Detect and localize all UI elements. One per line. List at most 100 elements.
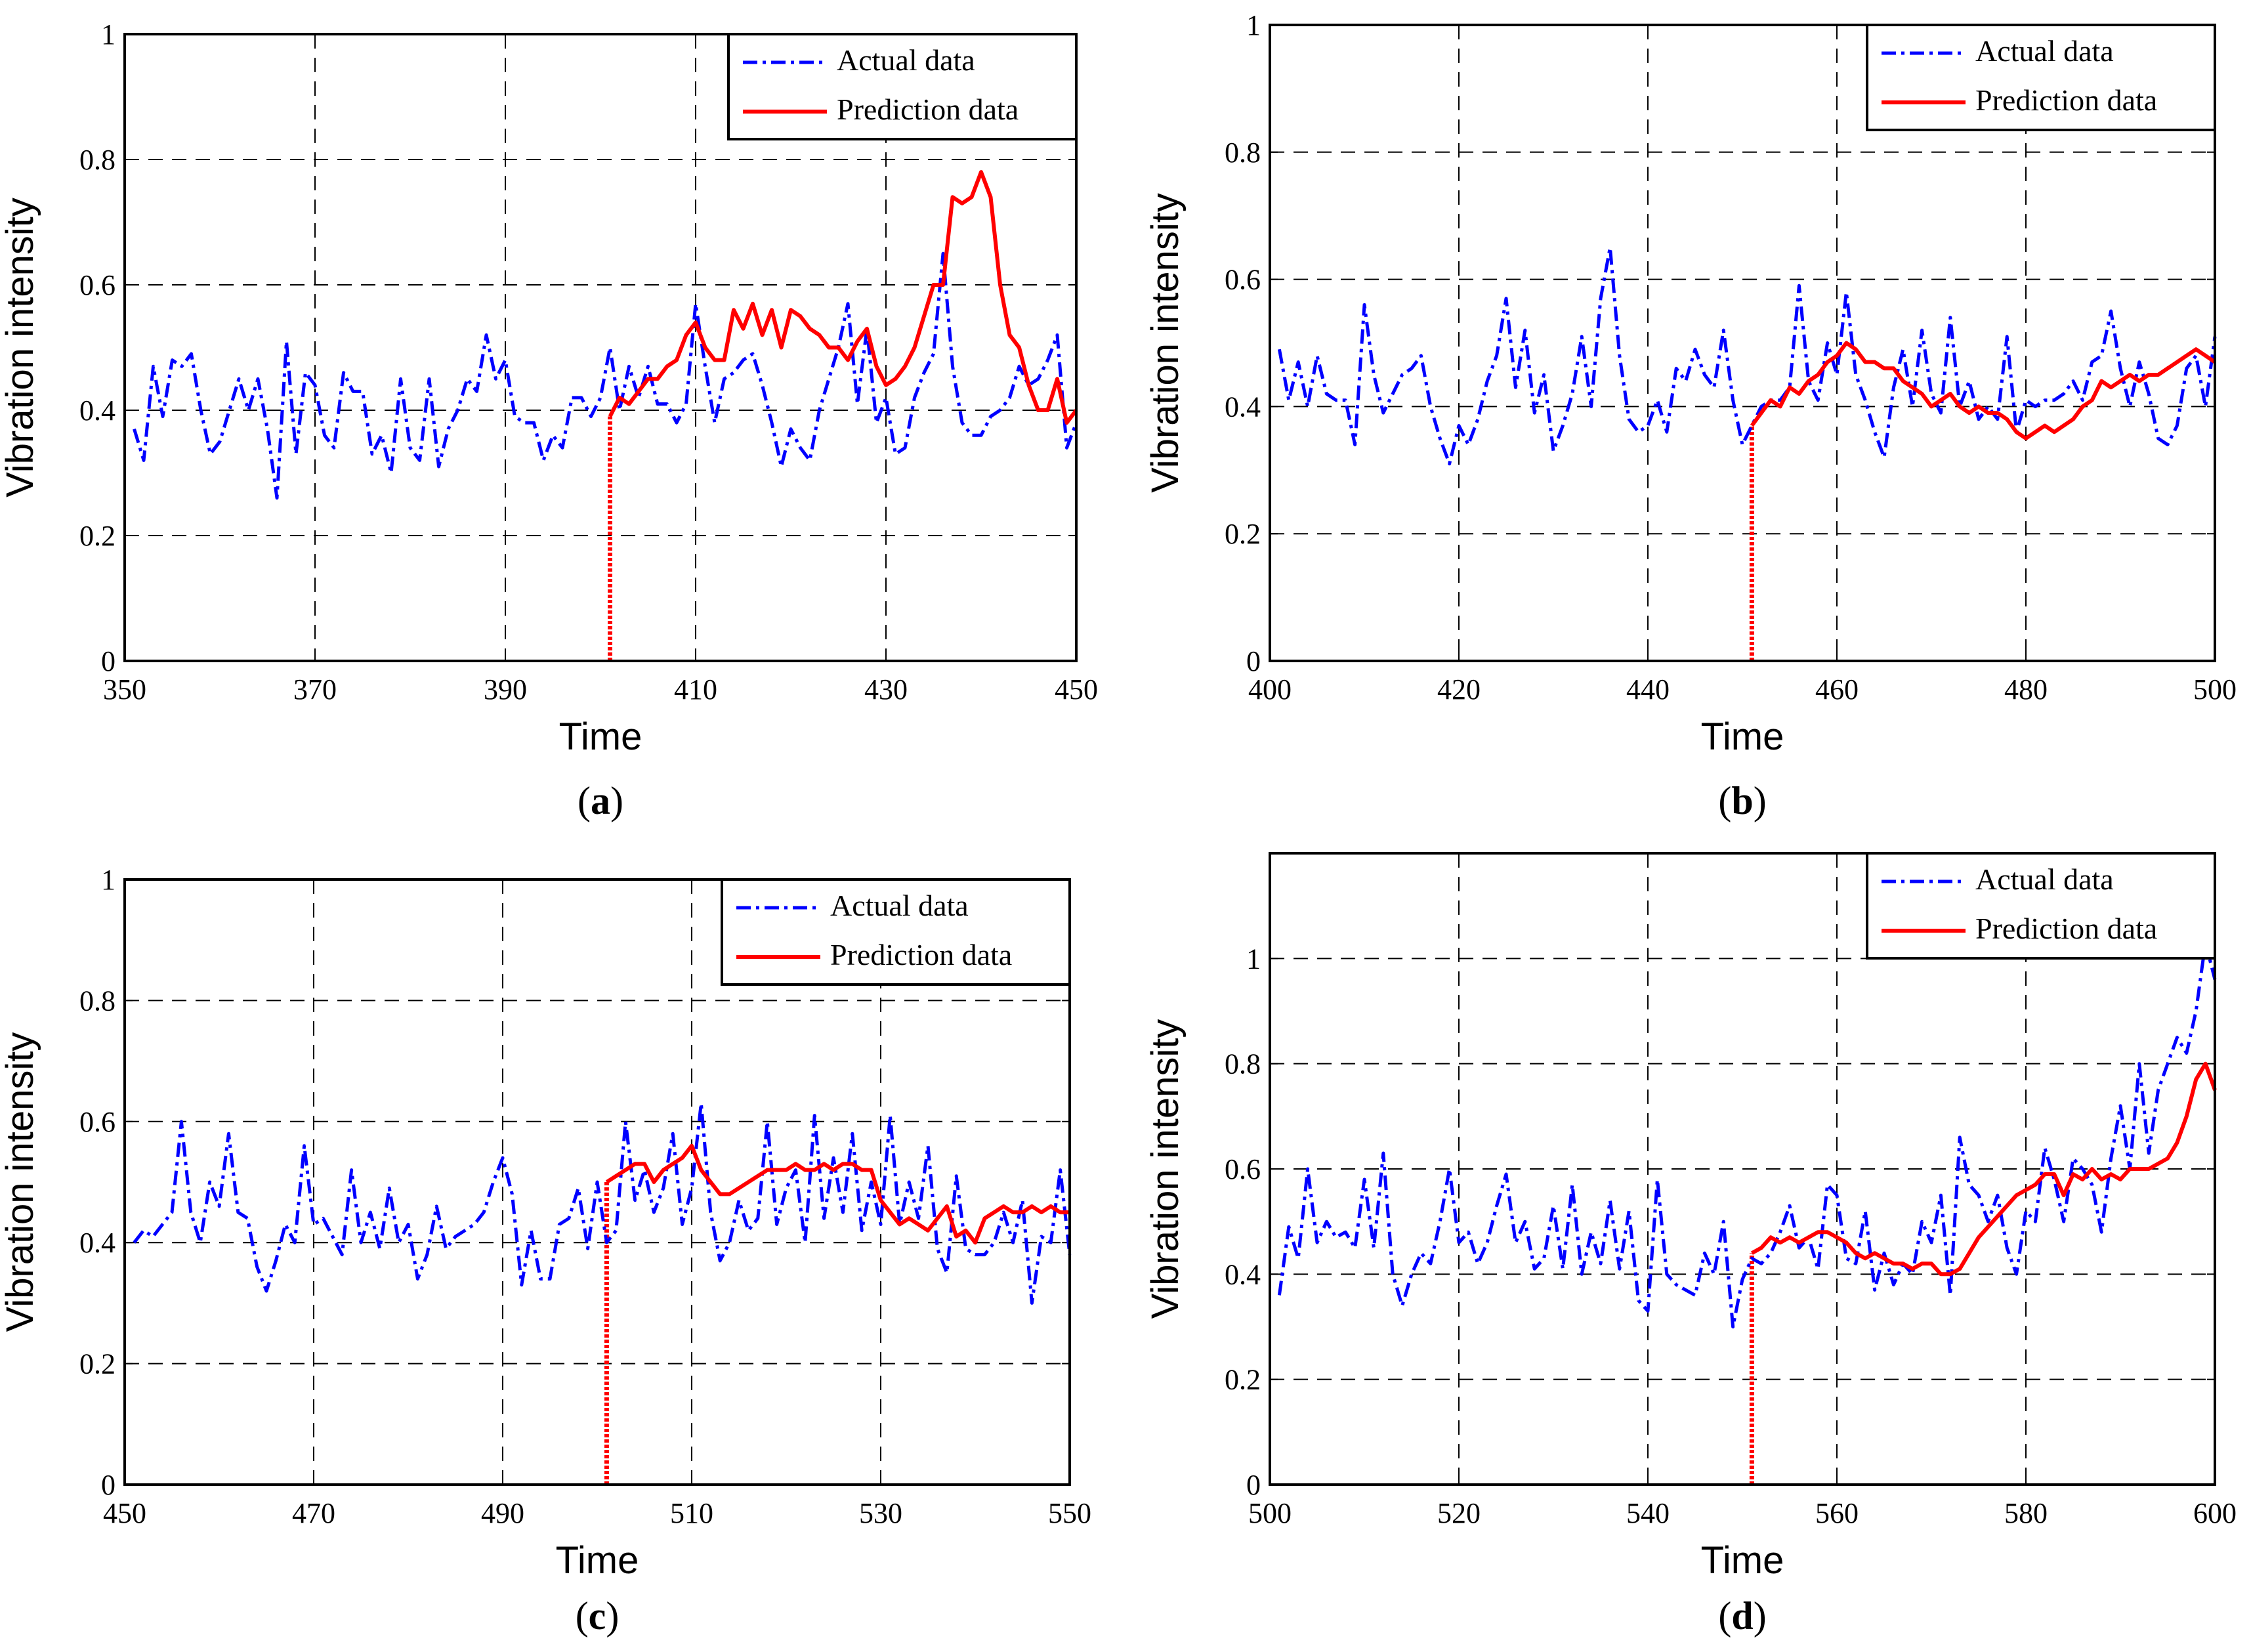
x-axis-label: Time <box>1701 715 1784 758</box>
panel-caption: (d) <box>1718 1594 1766 1638</box>
x-tick-label: 370 <box>293 673 337 706</box>
panel-c: 450 470 490 510 530 550 0 0.2 0.4 0.6 0.8 1 Actual d… <box>0 864 1091 1638</box>
x-tick-label: 450 <box>103 1497 146 1529</box>
axes-frame <box>123 33 1078 662</box>
axes-frame <box>123 878 1071 1486</box>
y-tick-label: 0 <box>1246 645 1261 677</box>
legend: Actual data Prediction data <box>721 878 1071 986</box>
caption-letter: c <box>589 1594 606 1638</box>
y-axis-label: Vibration intensity <box>1144 193 1187 493</box>
panel-a: 350 370 390 410 430 450 0 0.2 0.4 0.6 0.8 1 Actual d… <box>0 18 1098 822</box>
y-tick-label: 0.2 <box>79 520 116 552</box>
y-tick-label: 0.2 <box>79 1348 116 1380</box>
x-tick-label: 580 <box>2004 1497 2048 1529</box>
x-tick-label: 430 <box>864 673 908 706</box>
x-tick-label: 470 <box>292 1497 335 1529</box>
x-tick-label: 480 <box>2004 673 2048 706</box>
caption-open-paren: ( <box>1718 1594 1731 1638</box>
y-tick-label: 0.4 <box>79 1227 116 1259</box>
y-tick-label: 0.4 <box>79 394 116 427</box>
x-tick-label: 490 <box>481 1497 524 1529</box>
y-axis-label: Vibration intensity <box>0 1032 41 1332</box>
legend-box <box>721 878 1071 986</box>
y-tick-label: 0.8 <box>79 985 116 1017</box>
y-tick-label: 1 <box>1246 942 1261 975</box>
x-tick-label: 450 <box>1055 673 1098 706</box>
caption-letter: a <box>591 779 610 822</box>
x-axis-label: Time <box>559 715 642 758</box>
x-tick-label: 600 <box>2193 1497 2237 1529</box>
gridlines <box>1270 25 2215 661</box>
x-tick-label: 530 <box>859 1497 902 1529</box>
series-prediction-line <box>608 170 1078 425</box>
y-tick-label: 0.6 <box>79 1106 116 1138</box>
panel-caption: (b) <box>1718 779 1766 822</box>
x-tick-label: 400 <box>1248 673 1292 706</box>
y-tick-label: 0.2 <box>1225 518 1261 550</box>
caption-letter: b <box>1731 779 1753 822</box>
y-tick-label: 0.6 <box>1225 264 1261 296</box>
y-axis-label: Vibration intensity <box>1144 1019 1187 1319</box>
panel-d: 500 520 540 560 580 600 0 0.2 0.4 0.6 0.8 1 Actual d… <box>1144 852 2237 1638</box>
y-tick-label: 0.8 <box>1225 137 1261 169</box>
x-tick-label: 540 <box>1626 1497 1670 1529</box>
y-tick-label: 0 <box>1246 1469 1261 1501</box>
y-tick-label: 0 <box>101 645 116 677</box>
x-tick-label: 500 <box>2193 673 2237 706</box>
caption-letter: d <box>1731 1594 1753 1638</box>
legend-label-actual: Actual data <box>837 43 975 77</box>
axes-frame <box>1269 24 2216 662</box>
x-tick-label: 550 <box>1048 1497 1091 1529</box>
legend-label-actual: Actual data <box>830 889 969 922</box>
y-tick-label: 1 <box>101 864 116 896</box>
legend-box <box>1866 852 2216 960</box>
x-tick-label: 560 <box>1815 1497 1859 1529</box>
legend-label-prediction: Prediction data <box>837 93 1019 126</box>
y-tick-label: 1 <box>101 18 116 51</box>
y-tick-label: 0 <box>101 1469 116 1501</box>
y-tick-label: 0.4 <box>1225 391 1261 423</box>
legend-label-prediction: Prediction data <box>1975 912 2157 945</box>
caption-open-paren: ( <box>1718 779 1731 822</box>
series-prediction-line <box>605 1143 1070 1245</box>
y-tick-label: 0.6 <box>1225 1153 1261 1185</box>
legend: Actual data Prediction data <box>1866 852 2216 960</box>
x-tick-label: 410 <box>674 673 717 706</box>
x-tick-label: 500 <box>1248 1497 1292 1529</box>
panel-caption: (c) <box>576 1594 620 1638</box>
series-actual-line <box>1277 245 2217 466</box>
caption-open-paren: ( <box>576 1594 589 1638</box>
x-axis-label: Time <box>1701 1539 1784 1582</box>
y-axis-label: Vibration intensity <box>0 198 41 498</box>
series-prediction-line <box>1750 1061 2217 1277</box>
panel-b: 400 420 440 460 480 500 0 0.2 0.4 0.6 0.8 1 Actual d… <box>1144 9 2237 822</box>
series-actual-line <box>133 1101 1072 1305</box>
caption-open-paren: ( <box>578 779 591 822</box>
legend-label-prediction: Prediction data <box>830 938 1012 971</box>
y-tick-label: 0.8 <box>1225 1048 1261 1080</box>
legend: Actual data Prediction data <box>727 33 1078 140</box>
legend-label-actual: Actual data <box>1975 862 2114 896</box>
series-prediction-line <box>1750 341 2216 440</box>
legend-label-actual: Actual data <box>1975 34 2114 68</box>
legend: Actual data Prediction data <box>1866 24 2216 131</box>
axes-frame <box>1269 852 2216 1486</box>
x-axis-label: Time <box>556 1539 639 1582</box>
y-tick-label: 0.6 <box>79 269 116 301</box>
x-tick-label: 440 <box>1626 673 1670 706</box>
x-tick-label: 460 <box>1815 673 1859 706</box>
caption-close-paren: ) <box>1754 1594 1767 1638</box>
series-actual-line <box>133 251 1078 500</box>
legend-label-prediction: Prediction data <box>1975 83 2157 117</box>
caption-close-paren: ) <box>606 1594 619 1638</box>
y-tick-label: 0.2 <box>1225 1364 1261 1396</box>
y-tick-label: 0.8 <box>79 144 116 176</box>
x-tick-label: 520 <box>1437 1497 1481 1529</box>
gridlines <box>125 879 1070 1485</box>
legend-box <box>1866 24 2216 131</box>
x-tick-label: 350 <box>103 673 146 706</box>
x-tick-label: 510 <box>670 1497 713 1529</box>
legend-box <box>727 33 1078 140</box>
y-tick-label: 0.4 <box>1225 1258 1261 1290</box>
